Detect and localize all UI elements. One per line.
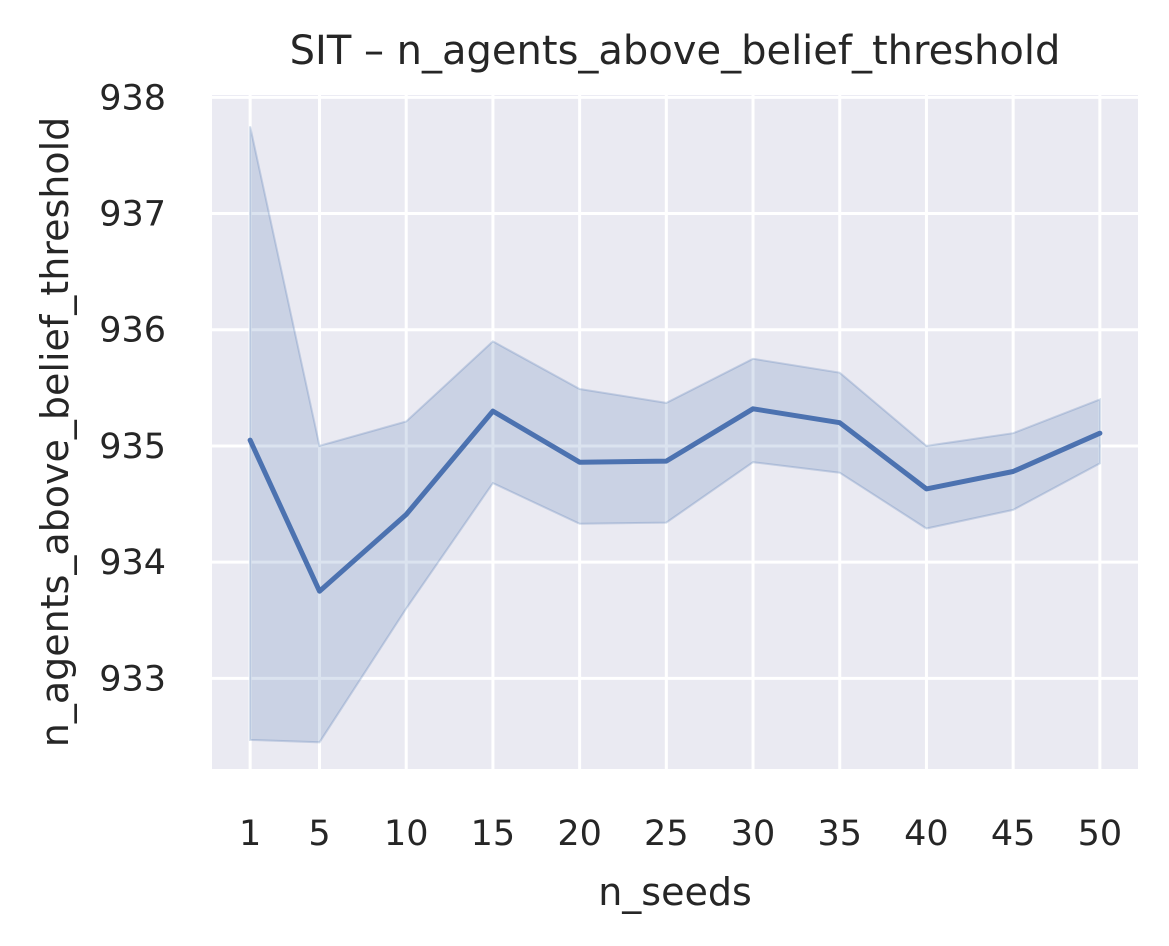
y-axis-label: n_agents_above_belief_threshold bbox=[33, 117, 77, 748]
confidence-band-layer bbox=[249, 126, 1101, 744]
x-tick-label: 25 bbox=[644, 814, 689, 854]
series-line bbox=[247, 406, 1103, 594]
x-tick-labels: 1 5 10 15 20 25 30 35 40 45 50 bbox=[239, 814, 1122, 854]
y-tick-label: 938 bbox=[99, 78, 166, 118]
x-tick-label: 1 bbox=[239, 814, 261, 854]
y-tick-label: 934 bbox=[99, 543, 166, 583]
x-tick-label: 20 bbox=[557, 814, 602, 854]
x-tick-label: 45 bbox=[991, 814, 1036, 854]
chart-title: SIT – n_agents_above_belief_threshold bbox=[290, 28, 1061, 74]
x-tick-label: 5 bbox=[308, 814, 330, 854]
y-tick-label: 933 bbox=[99, 659, 166, 699]
x-tick-label: 30 bbox=[731, 814, 776, 854]
y-tick-labels: 933 934 935 936 937 938 bbox=[99, 78, 166, 699]
x-axis-label: n_seeds bbox=[598, 870, 752, 914]
y-tick-label: 935 bbox=[99, 427, 166, 467]
series-line-layer bbox=[247, 406, 1103, 594]
x-tick-label: 10 bbox=[384, 814, 429, 854]
x-tick-label: 40 bbox=[904, 814, 949, 854]
x-tick-label: 35 bbox=[817, 814, 862, 854]
y-tick-label: 937 bbox=[99, 195, 166, 235]
grid bbox=[212, 95, 1138, 769]
y-tick-label: 936 bbox=[99, 311, 166, 351]
plot-area bbox=[212, 95, 1138, 769]
x-tick-label: 50 bbox=[1078, 814, 1123, 854]
x-tick-label: 15 bbox=[471, 814, 516, 854]
confidence-band bbox=[249, 126, 1101, 744]
